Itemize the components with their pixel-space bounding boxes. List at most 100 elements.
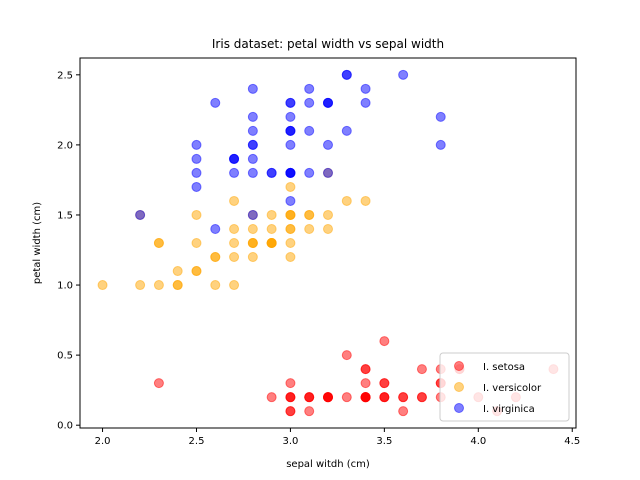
data-point xyxy=(360,378,371,389)
data-point xyxy=(323,167,333,178)
data-point xyxy=(360,364,371,375)
data-point xyxy=(229,252,240,263)
y-tick-label: 0.0 xyxy=(57,421,73,432)
data-point xyxy=(304,83,315,94)
legend-marker xyxy=(454,361,464,371)
data-point xyxy=(435,111,446,122)
data-point xyxy=(304,406,315,417)
data-point xyxy=(285,406,296,417)
data-point xyxy=(266,167,277,178)
data-point xyxy=(191,139,202,150)
x-tick-label: 4.0 xyxy=(470,436,486,447)
y-tick-label: 1.0 xyxy=(57,281,73,292)
data-points xyxy=(97,69,559,417)
data-point xyxy=(191,209,202,220)
data-point xyxy=(247,139,258,150)
data-point xyxy=(210,280,221,291)
data-point xyxy=(210,252,221,263)
data-point xyxy=(304,97,315,108)
y-tick-label: 0.5 xyxy=(57,351,73,362)
legend-label: I. setosa xyxy=(483,362,525,373)
data-point xyxy=(341,125,352,136)
data-point xyxy=(323,223,333,234)
data-point xyxy=(266,223,277,234)
data-point xyxy=(285,392,296,403)
data-point xyxy=(379,336,390,347)
data-point xyxy=(379,392,390,403)
x-axis-ticks: 2.0 2.5 3.0 3.5 4.0 4.5 xyxy=(95,428,580,447)
data-point xyxy=(304,167,315,178)
data-point xyxy=(229,195,240,206)
data-point xyxy=(285,181,296,192)
data-point xyxy=(341,350,352,361)
y-axis-label: petal width (cm) xyxy=(32,202,43,284)
data-point xyxy=(229,280,240,291)
data-point xyxy=(285,111,296,122)
data-point xyxy=(191,153,202,164)
data-point xyxy=(435,139,446,150)
data-point xyxy=(210,97,221,108)
data-point xyxy=(247,252,258,263)
data-point xyxy=(285,167,296,178)
data-point xyxy=(360,83,371,94)
data-point xyxy=(341,69,352,80)
data-point xyxy=(360,195,371,206)
data-point xyxy=(285,139,296,150)
data-point xyxy=(304,125,315,136)
data-point xyxy=(229,238,240,248)
data-point xyxy=(285,238,296,248)
data-point xyxy=(247,238,258,248)
data-point xyxy=(323,392,333,403)
legend-label: I. versicolor xyxy=(483,383,542,394)
data-point xyxy=(285,223,296,234)
data-point xyxy=(247,111,258,122)
data-point xyxy=(153,378,164,389)
data-point xyxy=(266,238,277,248)
data-point xyxy=(229,223,240,234)
data-point xyxy=(153,280,164,291)
data-point xyxy=(285,378,296,389)
data-point xyxy=(229,167,240,178)
data-point xyxy=(341,392,352,403)
data-point xyxy=(398,392,409,403)
data-point xyxy=(191,238,202,248)
data-point xyxy=(266,392,277,403)
data-point xyxy=(210,223,221,234)
data-point xyxy=(191,167,202,178)
data-point xyxy=(191,266,202,277)
data-point xyxy=(229,153,240,164)
legend-marker xyxy=(454,382,464,392)
data-point xyxy=(323,97,333,108)
data-point xyxy=(341,195,352,206)
data-point xyxy=(285,125,296,136)
data-point xyxy=(135,280,146,291)
x-axis-label: sepal witdh (cm) xyxy=(286,459,370,470)
data-point xyxy=(266,209,277,220)
x-tick-label: 2.0 xyxy=(95,436,111,447)
data-point xyxy=(172,266,183,277)
data-point xyxy=(247,167,258,178)
data-point xyxy=(360,392,371,403)
data-point xyxy=(97,280,108,291)
y-axis-ticks: 0.0 0.5 1.0 1.5 2.0 2.5 xyxy=(57,70,80,432)
data-point xyxy=(323,209,333,220)
data-point xyxy=(416,392,427,403)
data-point xyxy=(191,181,202,192)
y-tick-label: 1.5 xyxy=(57,210,73,221)
data-point xyxy=(304,223,315,234)
legend-label: I. virginica xyxy=(483,404,535,415)
data-point xyxy=(304,209,315,220)
data-point xyxy=(379,378,390,389)
y-tick-label: 2.5 xyxy=(57,70,73,81)
legend: I. setosa I. versicolor I. virginica xyxy=(439,352,570,422)
x-tick-label: 4.5 xyxy=(564,436,580,447)
data-point xyxy=(247,83,258,94)
data-point xyxy=(247,125,258,136)
x-tick-label: 2.5 xyxy=(189,436,205,447)
data-point xyxy=(398,69,409,80)
data-point xyxy=(135,209,146,220)
data-point xyxy=(172,280,183,291)
data-point xyxy=(285,97,296,108)
x-tick-label: 3.0 xyxy=(282,436,298,447)
